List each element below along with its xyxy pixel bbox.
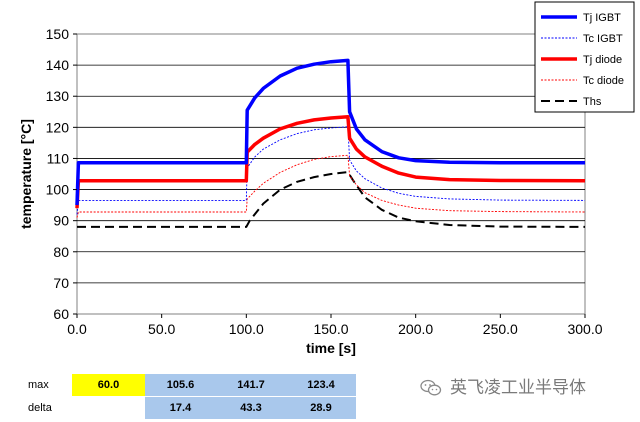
y-tick-label: 110 (47, 150, 70, 166)
x-tick-label: 100.0 (229, 321, 264, 337)
max-value-cell: 60.0 (72, 374, 145, 396)
y-tick-label: 100 (46, 182, 70, 198)
stats-row-delta: delta 17.4 43.3 28.9 (0, 397, 360, 419)
legend-label: Tj diode (583, 54, 622, 66)
legend-label: Tj IGBT (583, 12, 621, 24)
y-tick-label: 70 (53, 275, 69, 291)
delta-value-cell: 28.9 (286, 397, 356, 419)
x-tick-label: 50.0 (148, 321, 175, 337)
wechat-icon (420, 379, 442, 396)
delta-value-cell: 43.3 (216, 397, 286, 419)
stats-row-max: max 60.0 105.6 141.7 123.4 (0, 374, 360, 396)
delta-label: delta (28, 402, 52, 414)
temperature-chart: 60 70 80 90 100 110 120 130 140 150 0.0 50.0 100.0 15… (18, 1, 635, 356)
gridlines (77, 64, 585, 284)
series-line-tc-igbt (76, 126, 586, 215)
max-value-cell: 123.4 (286, 374, 356, 396)
stats-table: max 60.0 105.6 141.7 123.4 delta 17.4 43… (0, 374, 360, 420)
series-lines (75, 58, 586, 228)
watermark-text: 英飞凌工业半导体 (450, 378, 586, 397)
y-tick-label: 90 (53, 213, 69, 229)
watermark: 英飞凌工业半导体 (420, 374, 586, 402)
y-tick-label: 60 (53, 306, 69, 322)
x-tick-label: 200.0 (398, 321, 433, 337)
legend: Tj IGBT Tc IGBT Tj diode Tc diode Ths (534, 1, 635, 113)
x-tick-label: 250.0 (483, 321, 518, 337)
max-value-cell: 105.6 (145, 374, 216, 396)
series-line-ths (77, 171, 586, 228)
y-axis-title: temperature [°C] (18, 119, 34, 229)
y-tick-label: 150 (46, 26, 70, 42)
delta-value-cell: 17.4 (145, 397, 216, 419)
legend-label: Ths (583, 96, 602, 108)
legend-box (534, 1, 635, 113)
y-tick-label: 120 (46, 119, 70, 135)
y-tick-label: 80 (53, 244, 69, 260)
x-axis-title: time [s] (306, 340, 356, 356)
series-line-tj-diode (75, 115, 586, 209)
x-tick-label: 300.0 (567, 321, 602, 337)
series-line-tj-igbt (75, 58, 585, 206)
max-label: max (28, 379, 49, 391)
axes: 60 70 80 90 100 110 120 130 140 150 0.0 50.0 100.0 15… (46, 26, 603, 337)
series-line-tc-diode (76, 154, 586, 218)
max-value-cell: 141.7 (216, 374, 286, 396)
y-tick-label: 140 (46, 57, 70, 73)
x-tick-label: 150.0 (313, 321, 348, 337)
legend-label: Tc diode (583, 75, 624, 87)
legend-label: Tc IGBT (583, 33, 623, 45)
x-tick-label: 0.0 (67, 321, 87, 337)
y-tick-label: 130 (46, 88, 70, 104)
